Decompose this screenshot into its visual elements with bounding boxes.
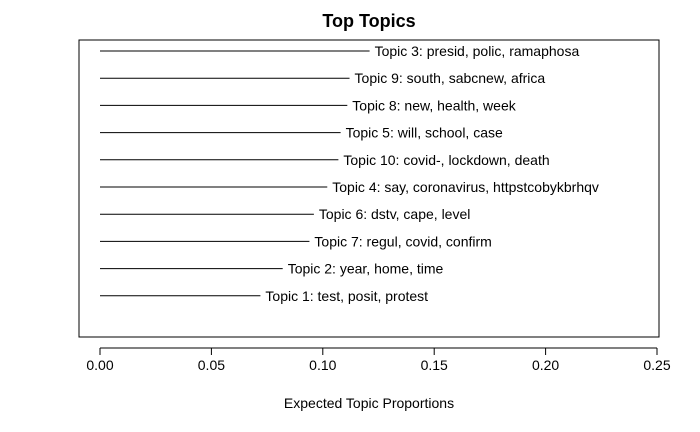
x-tick-label: 0.20 [532,357,559,373]
x-tick-label: 0.25 [643,357,670,373]
x-tick-label: 0.15 [421,357,448,373]
x-tick-label: 0.00 [86,357,113,373]
plot-frame [78,39,660,338]
bar-label: Topic 6: dstv, cape, level [319,206,470,222]
bar-label: Topic 5: will, school, case [346,125,503,141]
bar-label: Topic 1: test, posit, protest [265,288,428,304]
bar-label: Topic 8: new, health, week [352,97,516,113]
x-tick-label: 0.10 [309,357,336,373]
x-axis: 0.00 0.05 0.10 0.15 0.20 0.25 [86,347,671,373]
bar-label: Topic 2: year, home, time [288,261,444,277]
bar-label: Topic 3: presid, polic, ramaphosa [375,43,580,59]
bar-label: Topic 10: covid-, lockdown, death [343,152,549,168]
bar-label: Topic 9: south, sabcnew, africa [355,70,546,86]
bar-label: Topic 7: regul, covid, confirm [314,233,491,249]
chart-title: Top Topics [322,11,415,31]
x-axis-label: Expected Topic Proportions [284,395,454,411]
x-tick-label: 0.05 [198,357,225,373]
bars-group: Topic 3: presid, polic, ramaphosa Topic 9… [100,43,599,304]
bar-label: Topic 4: say, coronavirus, httpstcobykbr… [332,179,599,195]
